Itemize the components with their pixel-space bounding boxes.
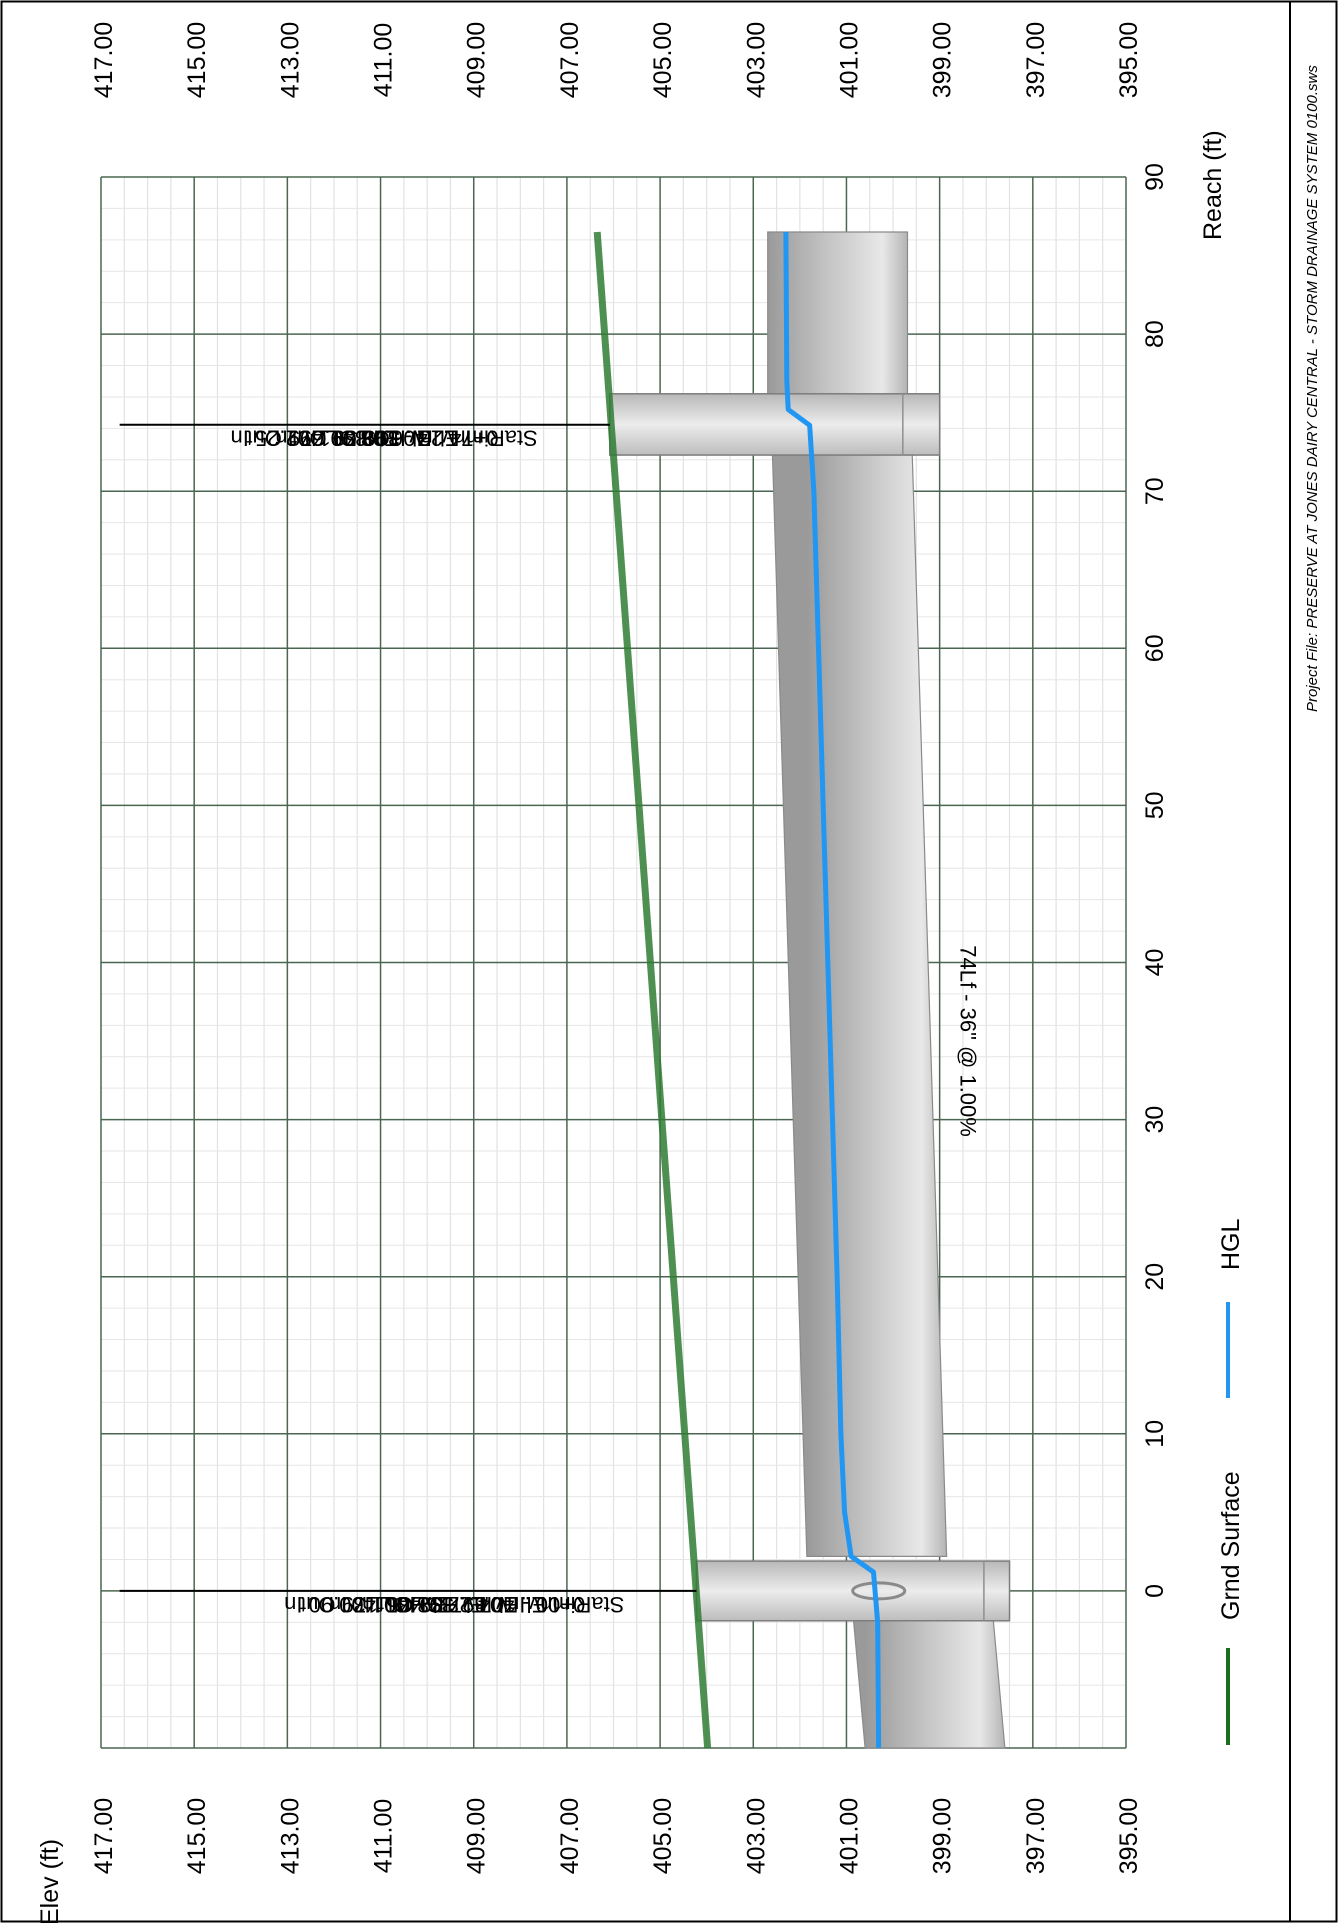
station-detail: Inv. El. 400.13 In <box>329 1592 492 1617</box>
y-tick-label-bottom: 403.00 <box>742 1798 770 1874</box>
y-tick-label-bottom: 407.00 <box>556 1798 584 1874</box>
legend: Grnd Surface HGL <box>1217 1219 1245 1745</box>
y-tick-label-bottom: 399.00 <box>929 1798 957 1874</box>
inlet-oval <box>851 1581 907 1601</box>
station-detail: Inv. El. 398.85 In <box>362 1592 525 1617</box>
x-tick-label: 30 <box>1141 1106 1169 1134</box>
station-detail: HGL 401.79 Out <box>300 1592 459 1617</box>
x-tick-label: 90 <box>1141 163 1169 191</box>
y-axis-label: Elev (ft) <box>36 1839 64 1923</box>
pipe-annotations: 74Lf - 36" @ 1.00% <box>956 945 981 1137</box>
manhole-structure <box>609 393 941 456</box>
station-detail: Rim El. 404.22 <box>447 1592 591 1617</box>
y-tick-label-bottom: 415.00 <box>183 1798 211 1874</box>
y-tick-label-top: 417.00 <box>90 22 118 98</box>
y-tick-label-top: 403.00 <box>742 22 770 98</box>
y-tick-label-bottom: 397.00 <box>1022 1798 1050 1874</box>
x-tick-label: 0 <box>1141 1584 1169 1598</box>
project-file-label: Project File: PRESERVE AT JONES DAIRY CE… <box>1304 65 1321 712</box>
y-tick-label-top: 399.00 <box>929 22 957 98</box>
y-tick-label-bottom: 411.00 <box>370 1799 398 1874</box>
series-line-hgl <box>783 231 882 1749</box>
pipe <box>771 451 948 1557</box>
y-tick-label-top: 407.00 <box>556 22 584 98</box>
axes: 395.00 395.00 397.00 397.00 399.00 399.00 401.… <box>90 22 1169 1874</box>
station-detail: HGL 400.90 In <box>284 1592 426 1617</box>
y-tick-label-top: 415.00 <box>183 22 211 98</box>
station-detail: HGL 402.25 In <box>230 426 372 451</box>
station-detail: Inv. El. 399.69 In <box>275 426 438 451</box>
y-tick-label-top: 413.00 <box>276 22 304 98</box>
station-detail: Inv. El. 399.59 Out <box>291 426 472 451</box>
pipe-annotation: 74Lf - 36" @ 1.00% <box>956 945 981 1137</box>
x-axis-label: Reach (ft) <box>1199 130 1227 240</box>
y-tick-label-top: 397.00 <box>1022 22 1050 98</box>
x-tick-label: 60 <box>1141 634 1169 662</box>
y-tick-label-bottom: 405.00 <box>649 1798 677 1874</box>
x-tick-label: 10 <box>1141 1420 1169 1448</box>
y-tick-label-bottom: 401.00 <box>835 1798 863 1874</box>
y-tick-label-top: 409.00 <box>463 22 491 98</box>
x-tick-label: 40 <box>1141 949 1169 977</box>
station-title: Sta 0+00 - 107 <box>479 1592 624 1617</box>
y-tick-label-top: 395.00 <box>1115 22 1143 98</box>
legend-label-grnd-surface: Grnd Surface <box>1217 1471 1245 1620</box>
x-tick-label: 70 <box>1141 477 1169 505</box>
series-lines <box>593 231 882 1749</box>
pipes <box>767 231 1006 1749</box>
station-detail: Inv. El. 397.89 Out <box>378 1592 559 1617</box>
station-detail: HGL 401.79 Out <box>246 426 405 451</box>
x-tick-label: 20 <box>1141 1263 1169 1291</box>
series-line-grnd-surface <box>593 231 712 1749</box>
structures <box>609 393 1011 1622</box>
y-tick-label-bottom: 395.00 <box>1115 1798 1143 1874</box>
y-tick-label-bottom: 413.00 <box>276 1798 304 1874</box>
x-tick-label: 50 <box>1141 791 1169 819</box>
station-detail: Rim El. 406.08 <box>360 426 504 451</box>
y-tick-label-bottom: 409.00 <box>463 1798 491 1874</box>
y-tick-label-top: 405.00 <box>649 22 677 98</box>
station-title: Sta 0+74.23 - 108 <box>362 426 538 451</box>
y-tick-label-top: 411.00 <box>370 23 398 98</box>
y-tick-label-bottom: 417.00 <box>90 1798 118 1874</box>
x-tick-label: 80 <box>1141 320 1169 348</box>
y-tick-label-top: 401.00 <box>835 22 863 98</box>
legend-label-hgl: HGL <box>1217 1219 1245 1271</box>
